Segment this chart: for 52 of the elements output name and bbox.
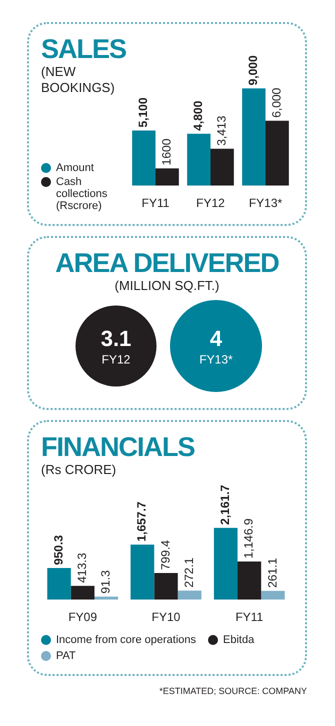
text: (MILLION SQ.FT.) <box>114 278 220 294</box>
data-label: 2,161.7 <box>218 484 232 525</box>
chart-subtitle: (NEW BOOKINGS) <box>41 64 116 96</box>
data-label: 3,413 <box>214 115 228 146</box>
data-label: 3.1 <box>100 326 132 352</box>
bar <box>238 562 262 600</box>
bar <box>154 573 178 600</box>
data-label: 1600 <box>160 138 174 166</box>
category-label: FY13* <box>199 352 233 366</box>
data-label: 272.1 <box>182 557 196 588</box>
bar <box>242 88 266 186</box>
data-label: 799.4 <box>158 540 172 570</box>
bar <box>261 590 285 600</box>
bar <box>130 544 154 600</box>
x-tick-label: FY11 <box>235 610 264 624</box>
data-label: 6,000 <box>270 87 284 118</box>
data-label: 91.3 <box>98 570 113 594</box>
bar <box>156 168 179 186</box>
text: *ESTIMATED; SOURCE: COMPANY <box>158 686 307 696</box>
chart-title: SALES <box>41 34 128 64</box>
legend-label: Income from core operations <box>56 634 196 646</box>
x-tick-label: FY10 <box>152 610 181 624</box>
bar <box>47 568 71 600</box>
legend-label: Ebitda <box>223 634 254 646</box>
bar <box>132 130 156 186</box>
legend-label: Amount <box>56 162 94 174</box>
data-label: 4,800 <box>191 100 206 131</box>
bar <box>178 590 202 600</box>
x-tick-label: FY09 <box>68 610 98 624</box>
bar <box>94 596 118 600</box>
data-label: 413.3 <box>74 552 89 583</box>
x-tick-label: FY13* <box>248 196 282 210</box>
data-label: 261.1 <box>265 558 280 588</box>
bar <box>210 148 234 186</box>
category-label: FY12 <box>102 352 131 366</box>
bar <box>266 120 289 186</box>
bar <box>187 134 210 186</box>
bar <box>214 528 238 600</box>
data-label: 9,000 <box>246 55 260 86</box>
data-label: 5,100 <box>136 97 150 128</box>
data-label: 950.3 <box>51 534 66 566</box>
text: AREA DELIVERED <box>54 248 280 278</box>
x-tick-label: FY12 <box>196 196 226 210</box>
data-label: 1,657.7 <box>134 501 149 542</box>
legend-label: PAT <box>56 650 76 662</box>
x-tick-label: FY11 <box>142 196 170 210</box>
data-label: 1,146.9 <box>242 518 256 559</box>
legend-label: Cash collections (Rscrore) <box>56 176 108 212</box>
chart-title: FINANCIALS <box>41 432 196 462</box>
data-label: 4 <box>210 326 223 352</box>
chart-subtitle: (Rs CRORE) <box>41 462 118 478</box>
bar <box>70 586 94 600</box>
